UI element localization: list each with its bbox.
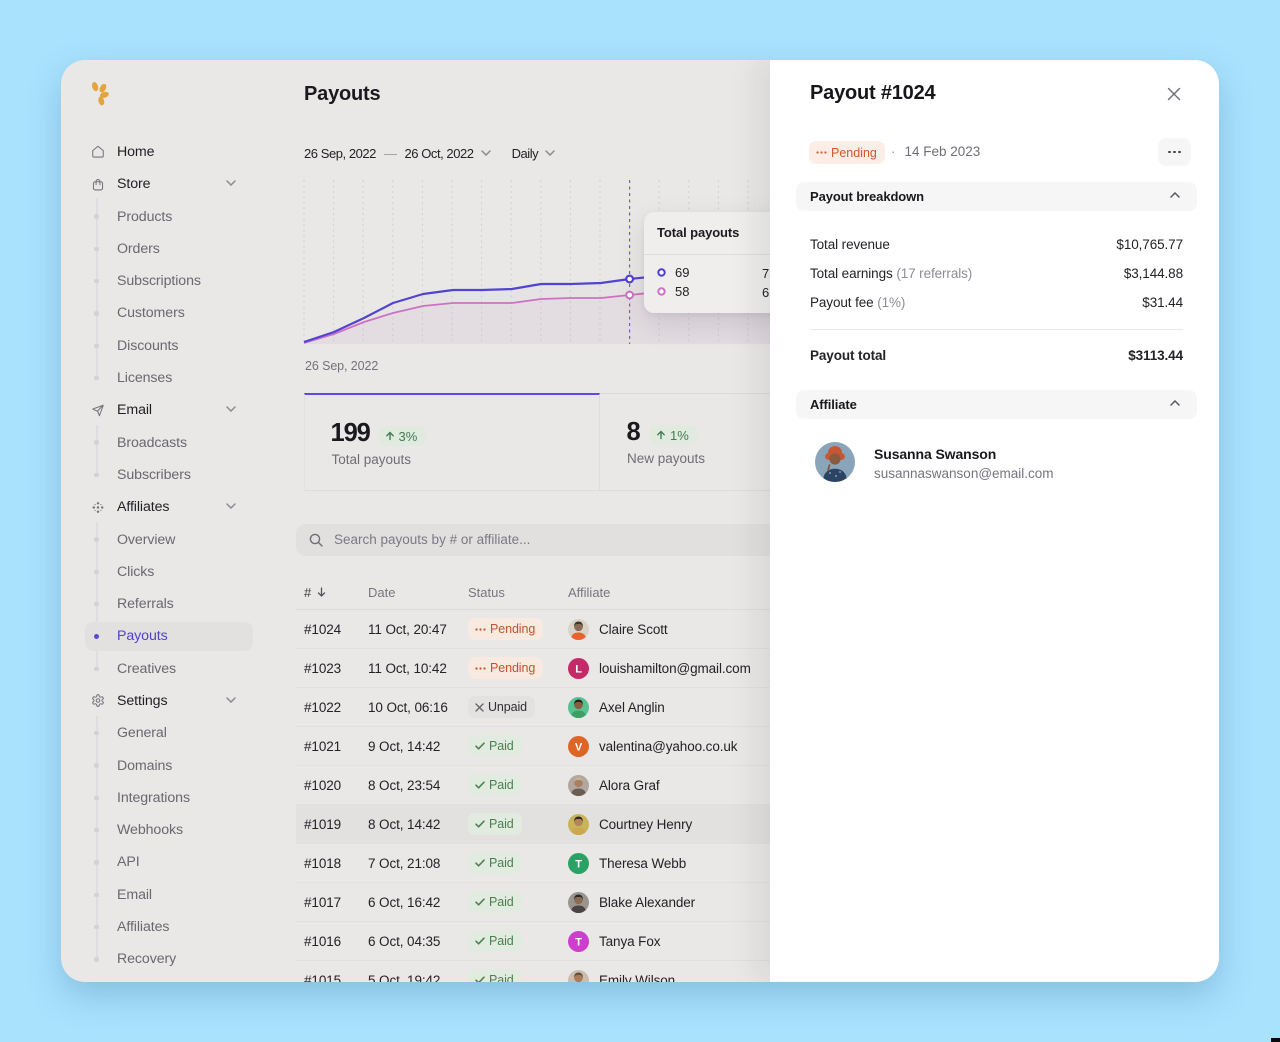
svg-text:T: T [575,858,582,870]
svg-text:V: V [575,741,583,753]
svg-text:T: T [575,936,582,948]
svg-text:L: L [575,663,582,675]
